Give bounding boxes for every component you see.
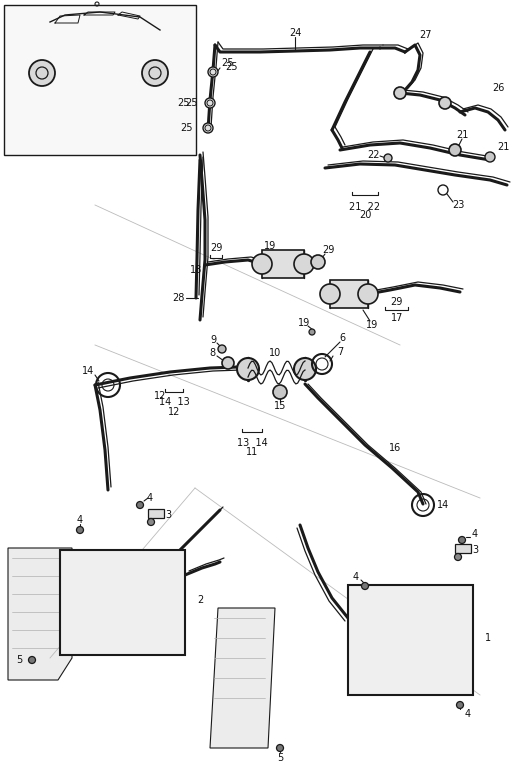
Text: 24: 24 <box>289 28 301 38</box>
Polygon shape <box>16 20 185 75</box>
Text: 29: 29 <box>210 243 222 253</box>
Text: 10: 10 <box>269 348 281 358</box>
Text: 17: 17 <box>391 313 403 323</box>
Text: 4: 4 <box>465 709 471 719</box>
Circle shape <box>203 123 213 133</box>
Polygon shape <box>8 548 72 680</box>
Text: 29: 29 <box>390 297 402 307</box>
Text: 16: 16 <box>389 443 401 453</box>
Text: 4: 4 <box>472 529 478 539</box>
Bar <box>330 280 368 308</box>
Text: 4: 4 <box>353 572 359 582</box>
Text: 6: 6 <box>339 333 345 343</box>
Text: 15: 15 <box>274 401 286 411</box>
Circle shape <box>218 345 226 353</box>
Bar <box>348 585 473 695</box>
Circle shape <box>29 60 55 86</box>
Text: 4: 4 <box>147 493 153 503</box>
Text: 25: 25 <box>181 123 193 133</box>
Text: 9: 9 <box>210 335 216 345</box>
Text: 12: 12 <box>154 391 166 401</box>
Circle shape <box>294 254 314 274</box>
Circle shape <box>142 60 168 86</box>
Text: 25: 25 <box>222 58 234 68</box>
Circle shape <box>439 97 451 109</box>
Bar <box>4 5 196 155</box>
Text: 13  14: 13 14 <box>237 438 267 448</box>
Text: 22: 22 <box>367 150 379 160</box>
Circle shape <box>237 358 259 380</box>
Text: 2: 2 <box>197 595 203 605</box>
Circle shape <box>208 67 218 77</box>
Circle shape <box>29 657 35 664</box>
Circle shape <box>273 385 287 399</box>
Circle shape <box>449 144 461 156</box>
Text: 19: 19 <box>264 241 276 251</box>
Text: 27: 27 <box>419 30 431 40</box>
Circle shape <box>252 254 272 274</box>
Text: 3: 3 <box>165 510 171 520</box>
Text: 20: 20 <box>359 210 371 220</box>
Text: 14: 14 <box>82 366 94 376</box>
Bar <box>60 550 185 655</box>
Text: 19: 19 <box>366 320 378 330</box>
Circle shape <box>276 744 284 752</box>
Text: 14  13: 14 13 <box>159 397 189 407</box>
Circle shape <box>485 152 495 162</box>
Text: 29: 29 <box>322 245 334 255</box>
Circle shape <box>358 284 378 304</box>
Circle shape <box>76 527 83 534</box>
Text: 21  22: 21 22 <box>349 202 380 212</box>
Circle shape <box>455 554 461 561</box>
Circle shape <box>384 154 392 162</box>
Bar <box>148 509 164 518</box>
Circle shape <box>320 284 340 304</box>
Text: 8: 8 <box>209 348 215 358</box>
Circle shape <box>394 87 406 99</box>
Text: 25: 25 <box>178 98 190 108</box>
Text: 7: 7 <box>337 347 343 357</box>
Text: 18: 18 <box>190 265 202 275</box>
Text: 19: 19 <box>298 318 310 328</box>
Text: 5: 5 <box>16 655 22 665</box>
Text: 23: 23 <box>452 200 464 210</box>
Circle shape <box>222 357 234 369</box>
Text: 25: 25 <box>186 98 198 108</box>
Bar <box>455 544 471 553</box>
Text: 4: 4 <box>77 515 83 525</box>
Text: 25: 25 <box>225 62 237 72</box>
Circle shape <box>147 518 155 525</box>
Text: 14: 14 <box>437 500 449 510</box>
Text: 26: 26 <box>492 83 504 93</box>
Text: 21: 21 <box>497 142 509 152</box>
Circle shape <box>309 329 315 335</box>
Text: 21: 21 <box>456 130 468 140</box>
Circle shape <box>459 537 465 544</box>
Text: 3: 3 <box>472 545 478 555</box>
Circle shape <box>457 701 463 709</box>
Circle shape <box>311 255 325 269</box>
Bar <box>262 250 304 278</box>
Text: 12: 12 <box>168 407 180 417</box>
Circle shape <box>205 98 215 108</box>
Circle shape <box>294 358 316 380</box>
Text: 11: 11 <box>246 447 258 457</box>
Text: 5: 5 <box>277 753 283 763</box>
Circle shape <box>361 582 369 590</box>
Text: 1: 1 <box>485 633 491 643</box>
Circle shape <box>137 502 143 508</box>
Text: 28: 28 <box>172 293 184 303</box>
Polygon shape <box>210 608 275 748</box>
